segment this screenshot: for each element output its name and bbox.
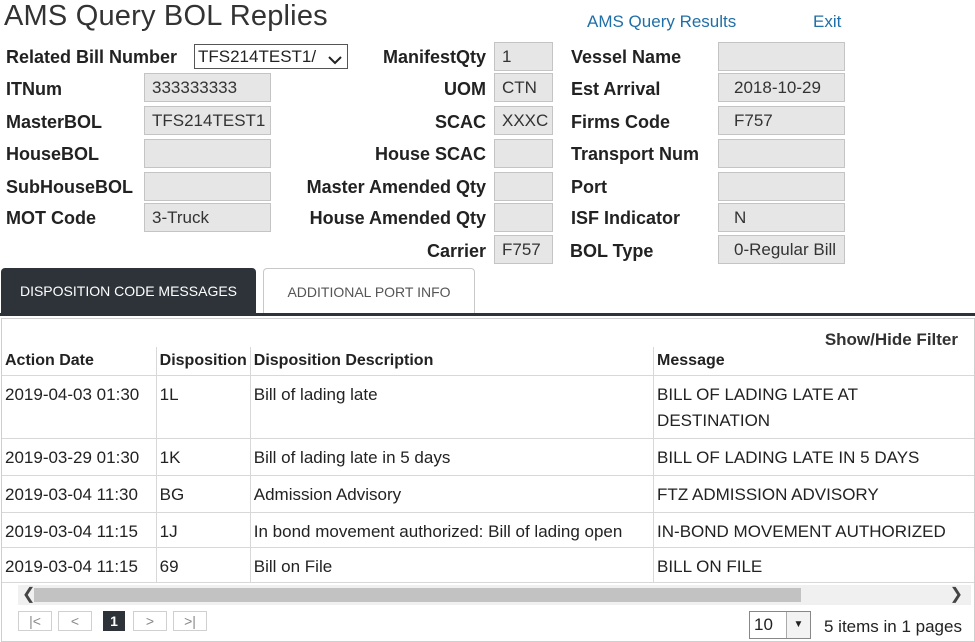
uom-label: UOM bbox=[444, 79, 486, 99]
related-bill-label: Related Bill Number bbox=[6, 47, 178, 67]
itnum-field: 333333333 bbox=[144, 73, 271, 102]
house-amended-qty-label: House Amended Qty bbox=[309, 208, 486, 228]
port-field bbox=[718, 172, 845, 201]
ams-query-results-link[interactable]: AMS Query Results bbox=[587, 12, 737, 31]
scroll-right-icon[interactable]: ❯ bbox=[949, 586, 963, 603]
firms-code-label: Firms Code bbox=[571, 112, 671, 132]
next-page-button[interactable]: > bbox=[133, 611, 167, 631]
housebol-label: HouseBOL bbox=[6, 144, 100, 164]
cell-description: In bond movement authorized: Bill of lad… bbox=[250, 512, 655, 548]
cell-action-date: 2019-03-04 11:15 bbox=[2, 547, 157, 583]
port-label: Port bbox=[571, 177, 607, 197]
master-amended-qty-field bbox=[494, 172, 553, 201]
firms-code-field: F757 bbox=[718, 106, 845, 135]
exit-link[interactable]: Exit bbox=[813, 12, 842, 31]
tab-additional-port-info[interactable]: ADDITIONAL PORT INFO bbox=[263, 268, 475, 314]
dropdown-arrow-icon[interactable]: ▼ bbox=[786, 612, 810, 638]
vessel-name-label: Vessel Name bbox=[571, 47, 682, 67]
scrollbar-thumb[interactable] bbox=[34, 588, 801, 602]
column-header-message[interactable]: Message bbox=[653, 347, 974, 376]
uom-field: CTN bbox=[494, 73, 553, 102]
cell-action-date: 2019-04-03 01:30 bbox=[2, 375, 157, 439]
cell-message: BILL OF LADING LATE AT DESTINATION bbox=[653, 375, 974, 439]
cell-message: IN-BOND MOVEMENT AUTHORIZED bbox=[653, 512, 974, 548]
previous-page-button[interactable]: < bbox=[58, 611, 92, 631]
subhousebol-field bbox=[144, 172, 271, 201]
cell-disposition: 69 bbox=[156, 547, 251, 583]
motcode-field: 3-Truck bbox=[144, 203, 271, 232]
scroll-left-icon[interactable]: ❮ bbox=[22, 586, 36, 603]
horizontal-scrollbar[interactable]: ❮ ❯ bbox=[18, 585, 971, 605]
isf-indicator-field: N bbox=[718, 203, 845, 232]
cell-message: FTZ ADMISSION ADVISORY bbox=[653, 475, 974, 513]
cell-disposition: 1K bbox=[156, 438, 251, 476]
motcode-label: MOT Code bbox=[6, 208, 96, 228]
masterbol-field: TFS214TEST1 bbox=[144, 106, 271, 135]
page-title: AMS Query BOL Replies bbox=[4, 0, 328, 32]
itnum-label: ITNum bbox=[6, 79, 62, 99]
house-amended-qty-field bbox=[494, 203, 553, 232]
master-amended-qty-label: Master Amended Qty bbox=[306, 177, 486, 197]
disposition-grid: Show/Hide Filter Action Date Disposition… bbox=[1, 318, 975, 642]
manifestqty-field: 1 bbox=[494, 42, 553, 71]
page-number-current[interactable]: 1 bbox=[103, 611, 125, 631]
cell-disposition: 1J bbox=[156, 512, 251, 548]
cell-description: Admission Advisory bbox=[250, 475, 655, 513]
cell-description: Bill of lading late in 5 days bbox=[250, 438, 655, 476]
cell-disposition: BG bbox=[156, 475, 251, 513]
related-bill-select[interactable]: TFS214TEST1/ bbox=[194, 44, 348, 69]
related-bill-value: TFS214TEST1/ bbox=[198, 47, 317, 66]
masterbol-label: MasterBOL bbox=[6, 112, 103, 132]
table-row[interactable]: 2019-03-04 11:15 1J In bond movement aut… bbox=[2, 512, 974, 548]
transport-num-field bbox=[718, 139, 845, 168]
disposition-table: Action Date Disposition Disposition Desc… bbox=[2, 347, 974, 583]
table-row[interactable]: 2019-03-29 01:30 1K Bill of lading late … bbox=[2, 438, 974, 476]
tab-divider bbox=[0, 313, 975, 316]
first-page-button[interactable]: |< bbox=[18, 611, 52, 631]
cell-disposition: 1L bbox=[156, 375, 251, 439]
table-row[interactable]: 2019-03-04 11:30 BG Admission Advisory F… bbox=[2, 475, 974, 513]
cell-action-date: 2019-03-04 11:30 bbox=[2, 475, 157, 513]
carrier-field: F757 bbox=[494, 235, 553, 264]
cell-message: BILL OF LADING LATE IN 5 DAYS bbox=[653, 438, 974, 476]
tab-disposition-code-messages[interactable]: DISPOSITION CODE MESSAGES bbox=[1, 268, 256, 314]
manifestqty-label: ManifestQty bbox=[382, 47, 486, 67]
est-arrival-field: 2018-10-29 bbox=[718, 73, 845, 102]
bol-type-label: BOL Type bbox=[570, 241, 654, 261]
scac-field: XXXC bbox=[494, 106, 553, 135]
bol-type-field: 0-Regular Bill bbox=[718, 235, 845, 264]
cell-description: Bill of lading late bbox=[250, 375, 655, 439]
chevron-down-icon bbox=[327, 50, 343, 68]
housebol-field bbox=[144, 139, 271, 168]
carrier-label: Carrier bbox=[426, 241, 486, 261]
column-header-disposition[interactable]: Disposition bbox=[156, 347, 251, 376]
column-header-disposition-description[interactable]: Disposition Description bbox=[250, 347, 655, 376]
page-size-select[interactable]: 10 ▼ bbox=[749, 611, 811, 639]
subhousebol-label: SubHouseBOL bbox=[6, 177, 134, 197]
pager-info: 5 items in 1 pages bbox=[824, 617, 962, 636]
transport-num-label: Transport Num bbox=[571, 144, 700, 164]
last-page-button[interactable]: >| bbox=[173, 611, 207, 631]
table-row[interactable]: 2019-03-04 11:15 69 Bill on File BILL ON… bbox=[2, 547, 974, 583]
isf-indicator-label: ISF Indicator bbox=[571, 208, 681, 228]
vessel-name-field bbox=[718, 42, 845, 71]
page-size-value: 10 bbox=[754, 615, 773, 634]
cell-description: Bill on File bbox=[250, 547, 655, 583]
column-header-action-date[interactable]: Action Date bbox=[2, 347, 157, 376]
show-hide-filter-button[interactable]: Show/Hide Filter bbox=[824, 330, 958, 349]
housescac-label: House SCAC bbox=[374, 144, 486, 164]
est-arrival-label: Est Arrival bbox=[571, 79, 661, 99]
cell-action-date: 2019-03-04 11:15 bbox=[2, 512, 157, 548]
cell-action-date: 2019-03-29 01:30 bbox=[2, 438, 157, 476]
table-row[interactable]: 2019-04-03 01:30 1L Bill of lading late … bbox=[2, 375, 974, 439]
cell-message: BILL ON FILE bbox=[653, 547, 974, 583]
table-header-row: Action Date Disposition Disposition Desc… bbox=[2, 347, 974, 376]
scac-label: SCAC bbox=[434, 112, 486, 132]
housescac-field bbox=[494, 139, 553, 168]
